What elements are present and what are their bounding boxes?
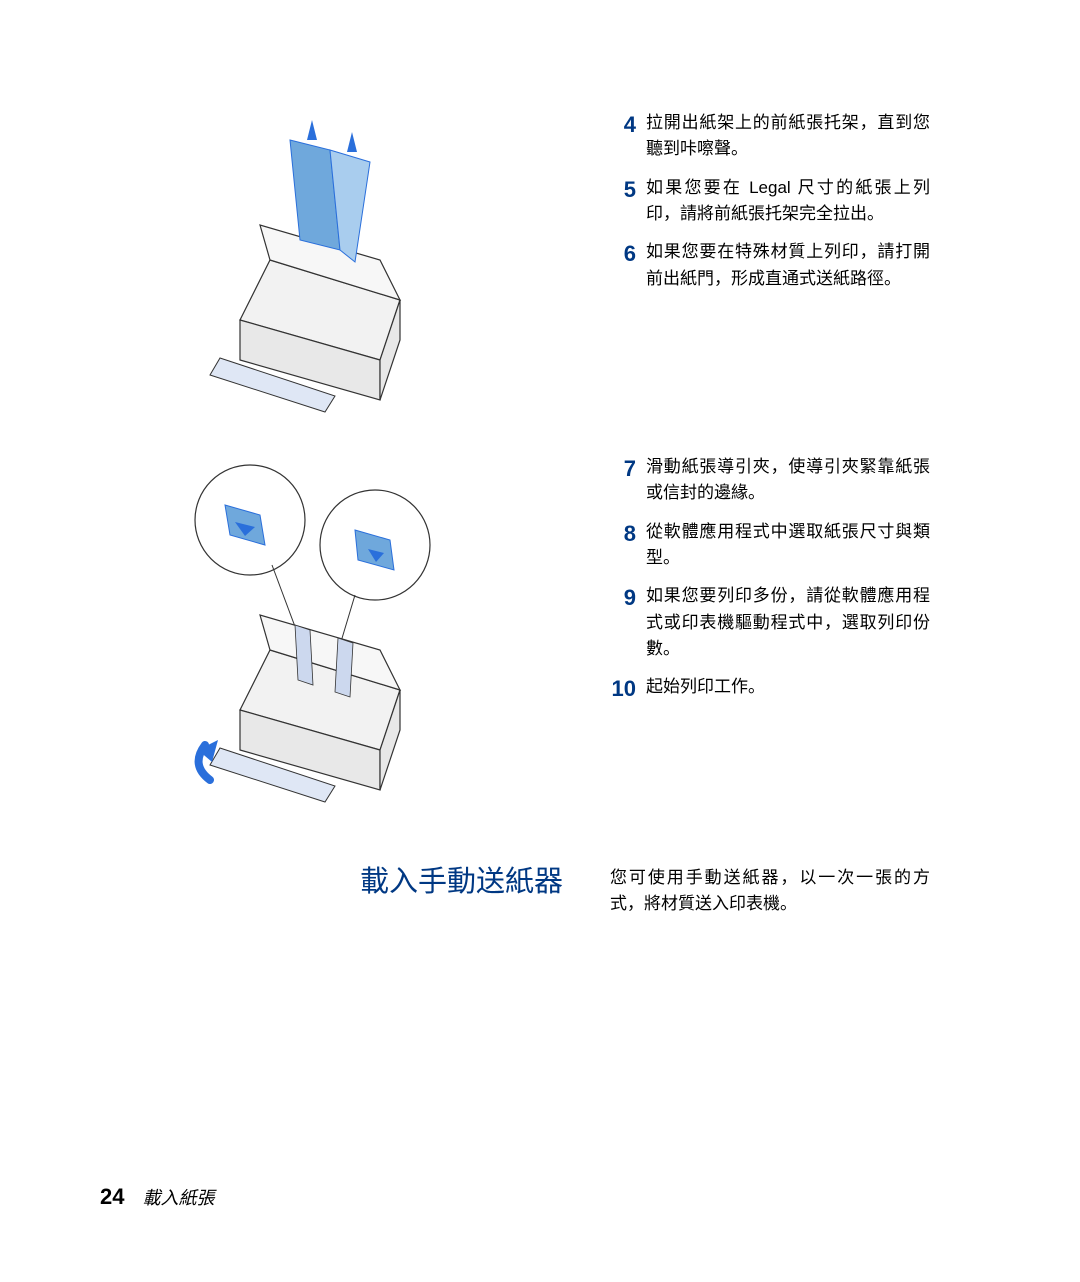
page-footer: 24 載入紙張 — [100, 1184, 214, 1210]
step-item: 5 如果您要在 Legal 尺寸的紙張上列印，請將前紙張托架完全拉出。 — [600, 175, 930, 228]
printer-top-icon — [180, 100, 460, 420]
step-number: 10 — [600, 674, 646, 705]
step-item: 4 拉開出紙架上的前紙張托架，直到您聽到咔嚓聲。 — [600, 110, 930, 163]
step-number: 6 — [600, 239, 646, 270]
step-number: 5 — [600, 175, 646, 206]
step-item: 8 從軟體應用程式中選取紙張尺寸與類型。 — [600, 519, 930, 572]
step-item: 9 如果您要列印多份，請從軟體應用程式或印表機驅動程式中，選取列印份數。 — [600, 583, 930, 662]
section-body: 您可使用手動送紙器，以一次一張的方式，將材質送入印表機。 — [610, 865, 930, 918]
chapter-title: 載入紙張 — [142, 1184, 214, 1210]
step-item: 6 如果您要在特殊材質上列印，請打開前出紙門，形成直通式送紙路徑。 — [600, 239, 930, 292]
printer-bottom-icon — [180, 450, 460, 810]
step-number: 8 — [600, 519, 646, 550]
step-text: 拉開出紙架上的前紙張托架，直到您聽到咔嚓聲。 — [646, 110, 930, 163]
printer-illustration-top — [180, 100, 460, 420]
page-number: 24 — [100, 1184, 124, 1210]
step-text: 如果您要在特殊材質上列印，請打開前出紙門，形成直通式送紙路徑。 — [646, 239, 930, 292]
step-text: 從軟體應用程式中選取紙張尺寸與類型。 — [646, 519, 930, 572]
step-text: 如果您要列印多份，請從軟體應用程式或印表機驅動程式中，選取列印份數。 — [646, 583, 930, 662]
step-text: 滑動紙張導引夾，使導引夾緊靠紙張或信封的邊緣。 — [646, 454, 930, 507]
step-item: 10 起始列印工作。 — [600, 674, 930, 705]
step-number: 4 — [600, 110, 646, 141]
step-item: 7 滑動紙張導引夾，使導引夾緊靠紙張或信封的邊緣。 — [600, 454, 930, 507]
instructions-block-top: 4 拉開出紙架上的前紙張托架，直到您聽到咔嚓聲。 5 如果您要在 Legal 尺… — [600, 110, 930, 304]
printer-illustration-bottom — [180, 450, 460, 810]
section-heading: 載入手動送紙器 — [360, 858, 563, 900]
step-text: 起始列印工作。 — [646, 674, 930, 700]
step-text: 如果您要在 Legal 尺寸的紙張上列印，請將前紙張托架完全拉出。 — [646, 175, 930, 228]
instructions-block-bottom: 7 滑動紙張導引夾，使導引夾緊靠紙張或信封的邊緣。 8 從軟體應用程式中選取紙張… — [600, 454, 930, 717]
document-page: 4 拉開出紙架上的前紙張托架，直到您聽到咔嚓聲。 5 如果您要在 Legal 尺… — [0, 0, 1080, 1282]
step-number: 7 — [600, 454, 646, 485]
illustration-column — [180, 100, 490, 840]
step-number: 9 — [600, 583, 646, 614]
